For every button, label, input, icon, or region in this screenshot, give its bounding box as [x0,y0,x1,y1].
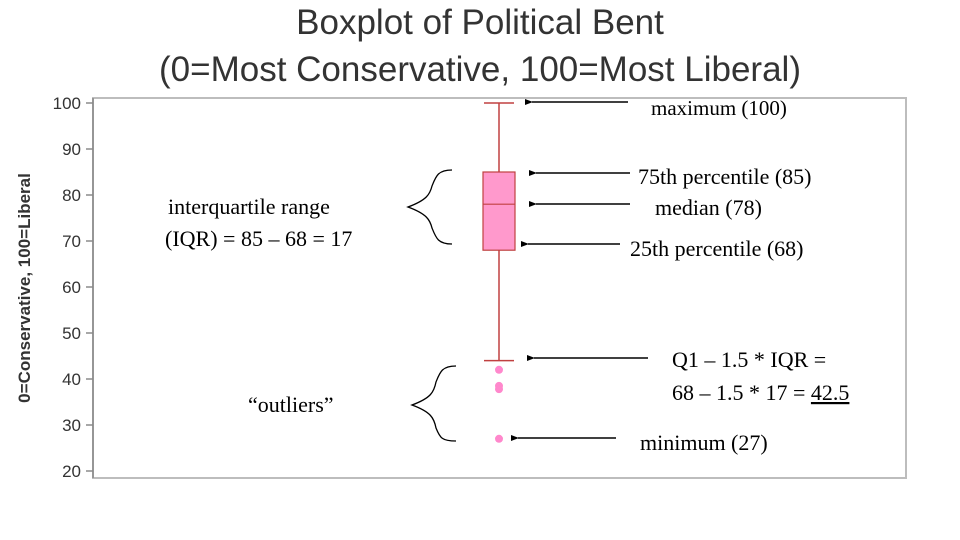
y-tick-label: 30 [62,416,81,435]
iqr-brace [406,169,453,245]
fence-line-1: Q1 – 1.5 * IQR = [672,347,826,372]
chart-title-line-2: (0=Most Conservative, 100=Most Liberal) [159,50,801,89]
outlier-points [495,365,503,443]
maximum-annotation: maximum (100) [651,96,787,120]
y-tick-label: 100 [53,94,81,113]
p75-annotation: 75th percentile (85) [638,164,812,189]
iqr-label-line-1: interquartile range [168,194,330,219]
fence-line-2-text: 68 – 1.5 * 17 = [672,380,811,405]
y-tick-label: 20 [62,462,81,481]
outlier-point [495,385,503,394]
iqr-label-line-2: (IQR) = 85 – 68 = 17 [165,226,352,251]
fence-line-2: 68 – 1.5 * 17 = 42.5 [672,380,849,405]
median-annotation: median (78) [655,195,762,220]
chart-title-line-1: Boxplot of Political Bent [296,3,664,42]
y-tick-label: 90 [62,140,81,159]
y-tick-label: 40 [62,370,81,389]
outliers-brace [410,365,457,442]
fence-value: 42.5 [811,380,850,405]
y-tick-label: 60 [62,278,81,297]
y-tick-label: 80 [62,186,81,205]
minimum-annotation: minimum (27) [640,430,768,455]
iqr-box [482,171,516,251]
y-ticks: 20 30 40 50 60 70 80 90 100 [53,94,93,481]
y-axis-label: 0=Conservative, 100=Liberal [15,173,34,403]
y-tick-label: 70 [62,232,81,251]
outlier-point [495,434,503,443]
p25-annotation: 25th percentile (68) [630,236,804,261]
y-tick-label: 50 [62,324,81,343]
outlier-point [495,365,503,374]
outliers-label: “outliers” [248,392,334,417]
